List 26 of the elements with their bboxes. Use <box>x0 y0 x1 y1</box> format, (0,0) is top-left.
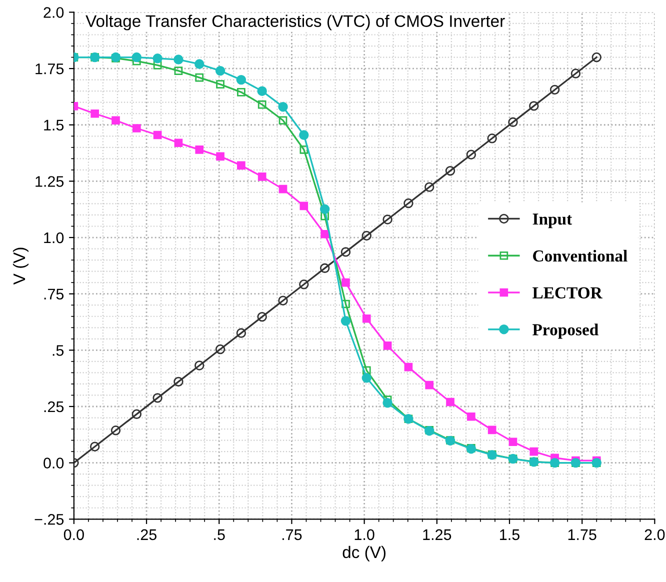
y-tick-label: 2.0 <box>44 7 64 18</box>
legend-label: Conventional <box>533 250 628 262</box>
y-tick-label: .25 <box>44 401 64 412</box>
x-tick-label: 1.5 <box>500 529 520 540</box>
legend-label: LECTOR <box>532 287 602 298</box>
x-tick-label: 2.0 <box>644 529 665 540</box>
x-tick-label: 1.25 <box>423 529 452 540</box>
y-tick-label: .5 <box>52 345 64 356</box>
y-axis-title: V (V) <box>12 248 28 285</box>
y-tick-label: .75 <box>44 288 64 300</box>
x-tick-label: 1.75 <box>568 529 596 540</box>
y-tick-label: 1.0 <box>44 232 64 244</box>
x-tick-label: 0.0 <box>64 529 84 540</box>
x-tick-label: 1.0 <box>354 529 374 540</box>
legend-label: Proposed <box>532 324 598 339</box>
legend-label: Input <box>532 214 572 228</box>
x-tick-label: .5 <box>214 529 225 540</box>
y-tick-label: 1.25 <box>36 176 64 187</box>
x-axis-title: dc (V) <box>342 546 386 562</box>
chart-title: Voltage Transfer Characteristics (VTC) of CMOS Inverter <box>86 14 505 30</box>
y-tick-label: 1.5 <box>44 120 64 131</box>
x-tick-label: .25 <box>137 529 156 540</box>
y-tick-label: 1.75 <box>36 64 64 74</box>
y-tick-label: −.25 <box>34 514 64 525</box>
x-tick-label: .75 <box>282 529 302 540</box>
y-tick-label: 0.0 <box>44 458 64 469</box>
